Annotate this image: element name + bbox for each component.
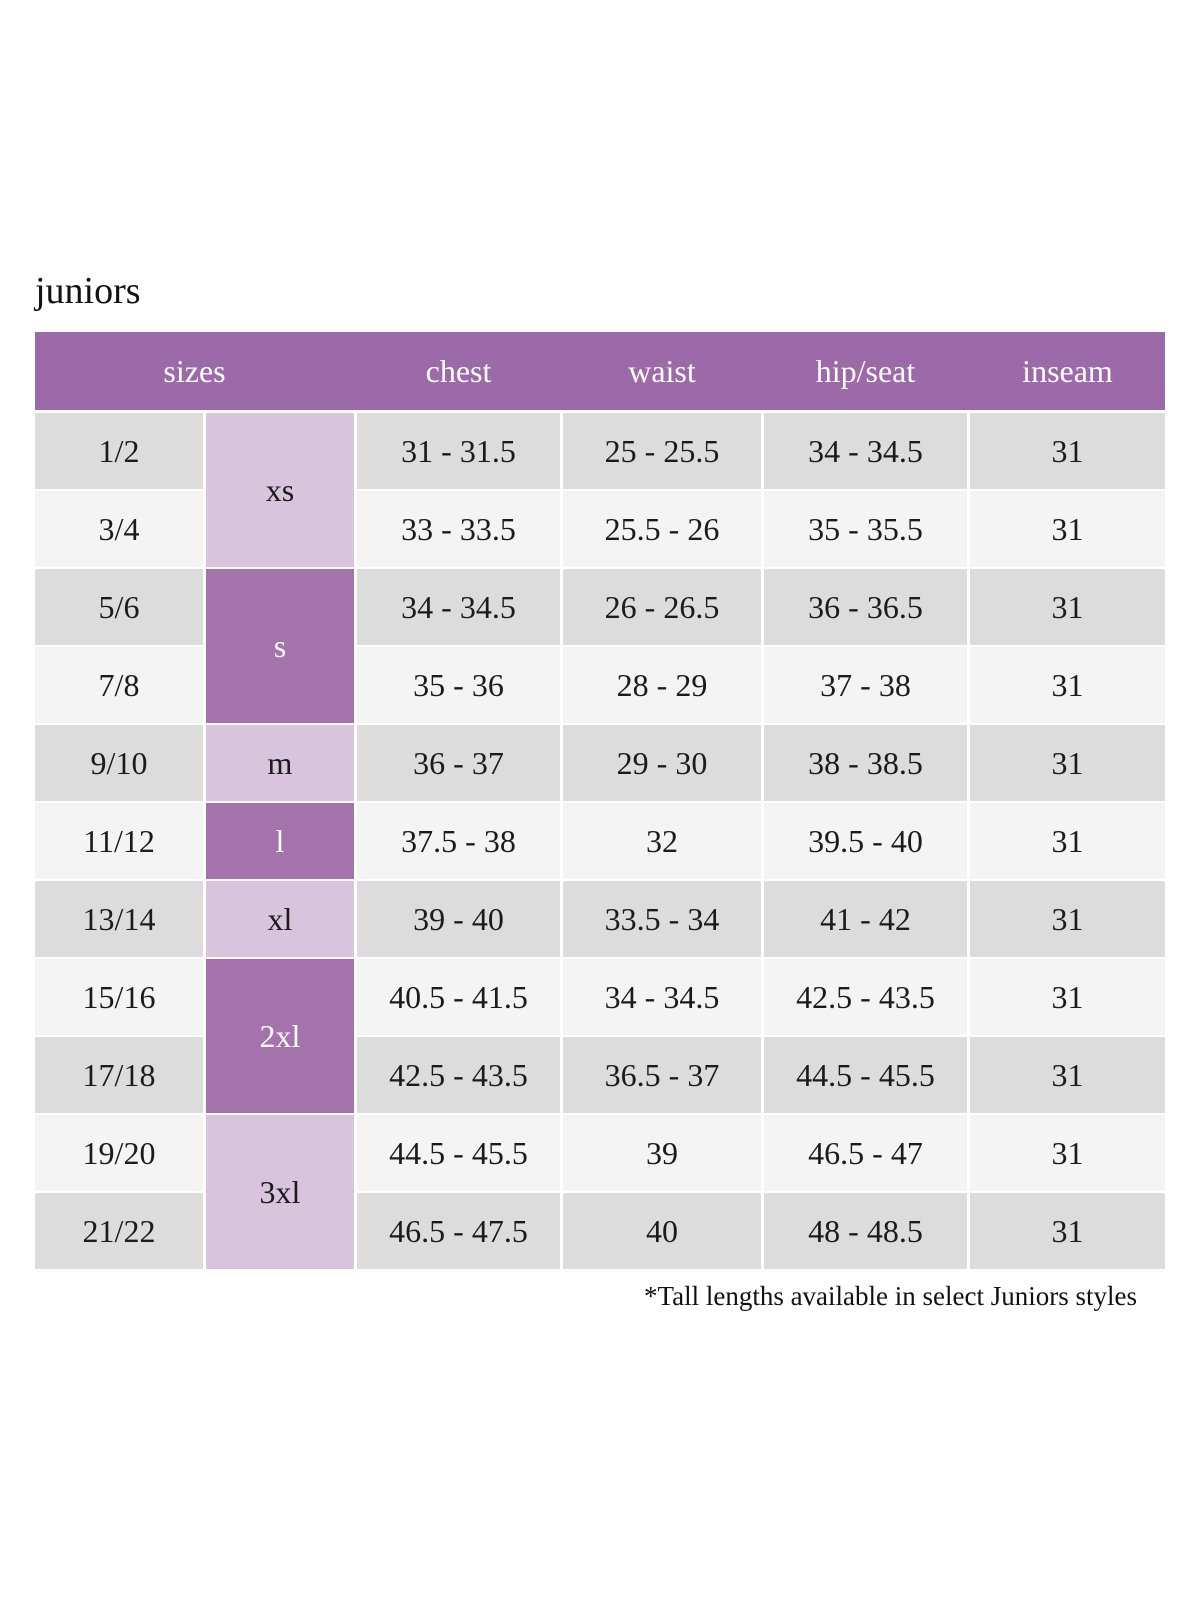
waist-cell: 39 [563, 1115, 761, 1191]
size-group-label-3xl: 3xl [206, 1115, 354, 1269]
hip-seat-cell: 38 - 38.5 [764, 725, 967, 801]
size-cell: 21/22 [35, 1193, 203, 1269]
waist-cell: 33.5 - 34 [563, 881, 761, 957]
chest-cell: 34 - 34.5 [357, 569, 560, 645]
hip-seat-cell: 36 - 36.5 [764, 569, 967, 645]
chest-cell: 33 - 33.5 [357, 491, 560, 567]
chest-cell: 39 - 40 [357, 881, 560, 957]
size-group-label-m: m [206, 725, 354, 801]
waist-cell: 29 - 30 [563, 725, 761, 801]
waist-cell: 34 - 34.5 [563, 959, 761, 1035]
inseam-cell: 31 [970, 1193, 1165, 1269]
size-cell: 1/2 [35, 413, 203, 489]
chest-cell: 46.5 - 47.5 [357, 1193, 560, 1269]
size-group-label-xl: xl [206, 881, 354, 957]
waist-cell: 36.5 - 37 [563, 1037, 761, 1113]
chest-cell: 42.5 - 43.5 [357, 1037, 560, 1113]
hip-seat-cell: 37 - 38 [764, 647, 967, 723]
inseam-cell: 31 [970, 881, 1165, 957]
size-cell: 3/4 [35, 491, 203, 567]
chest-cell: 40.5 - 41.5 [357, 959, 560, 1035]
size-cell: 5/6 [35, 569, 203, 645]
size-cell: 19/20 [35, 1115, 203, 1191]
header-cell-waist: waist [628, 352, 696, 389]
hip-seat-cell: 44.5 - 45.5 [764, 1037, 967, 1113]
inseam-cell: 31 [970, 959, 1165, 1035]
waist-cell: 26 - 26.5 [563, 569, 761, 645]
size-cell: 13/14 [35, 881, 203, 957]
hip-seat-cell: 46.5 - 47 [764, 1115, 967, 1191]
hip-seat-cell: 48 - 48.5 [764, 1193, 967, 1269]
size-cell: 15/16 [35, 959, 203, 1035]
hip-seat-cell: 42.5 - 43.5 [764, 959, 967, 1035]
size-group-label-s: s [206, 569, 354, 723]
chest-cell: 36 - 37 [357, 725, 560, 801]
table-header-row: sizes chest waist hip/seat inseam [35, 332, 1165, 410]
size-group-label-2xl: 2xl [206, 959, 354, 1113]
chest-cell: 37.5 - 38 [357, 803, 560, 879]
waist-cell: 28 - 29 [563, 647, 761, 723]
hip-seat-cell: 39.5 - 40 [764, 803, 967, 879]
size-group-label-l: l [206, 803, 354, 879]
inseam-cell: 31 [970, 491, 1165, 567]
waist-cell: 25.5 - 26 [563, 491, 761, 567]
hip-seat-cell: 34 - 34.5 [764, 413, 967, 489]
inseam-cell: 31 [970, 725, 1165, 801]
inseam-cell: 31 [970, 647, 1165, 723]
header-cell-hip-seat: hip/seat [815, 352, 916, 389]
size-group-label-xs: xs [206, 413, 354, 567]
header-cell-sizes: sizes [163, 352, 226, 389]
chart-footnote: *Tall lengths available in select Junior… [643, 1281, 1137, 1311]
hip-seat-cell: 41 - 42 [764, 881, 967, 957]
size-chart: juniors sizes chest waist hip/seat insea… [35, 268, 1165, 1313]
size-cell: 11/12 [35, 803, 203, 879]
inseam-cell: 31 [970, 1115, 1165, 1191]
size-cell: 7/8 [35, 647, 203, 723]
waist-cell: 40 [563, 1193, 761, 1269]
size-cell: 9/10 [35, 725, 203, 801]
waist-cell: 25 - 25.5 [563, 413, 761, 489]
size-chart-body: 1/2 xs 31 - 31.5 25 - 25.5 34 - 34.5 31 … [35, 413, 1165, 1269]
inseam-cell: 31 [970, 803, 1165, 879]
header-cell-inseam: inseam [1022, 352, 1113, 389]
chest-cell: 44.5 - 45.5 [357, 1115, 560, 1191]
chest-cell: 35 - 36 [357, 647, 560, 723]
chest-cell: 31 - 31.5 [357, 413, 560, 489]
inseam-cell: 31 [970, 1037, 1165, 1113]
inseam-cell: 31 [970, 413, 1165, 489]
size-cell: 17/18 [35, 1037, 203, 1113]
page-title: juniors [35, 270, 141, 312]
inseam-cell: 31 [970, 569, 1165, 645]
waist-cell: 32 [563, 803, 761, 879]
header-cell-chest: chest [425, 352, 492, 389]
hip-seat-cell: 35 - 35.5 [764, 491, 967, 567]
